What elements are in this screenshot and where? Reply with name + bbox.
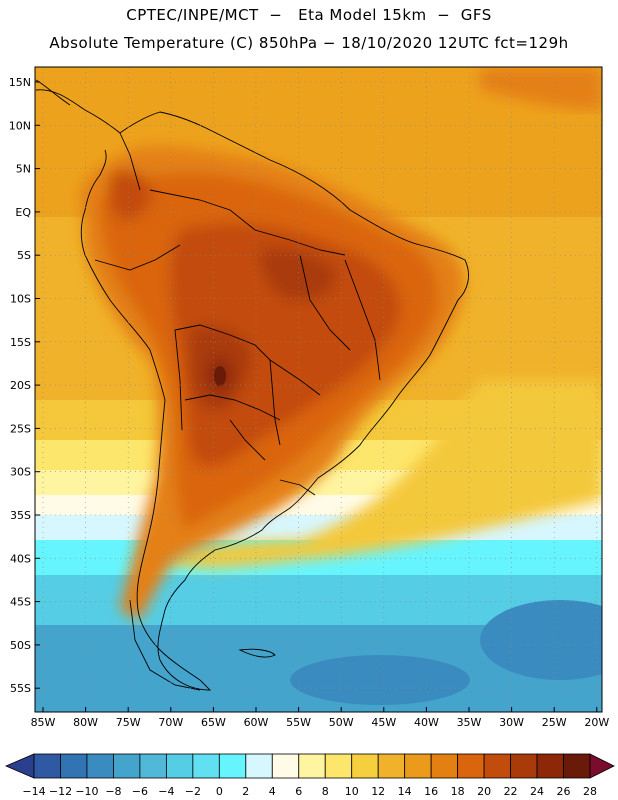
lon-label: 40W — [414, 716, 439, 729]
latitude-labels: 15N 10N 5N EQ 5S 10S 15S 20S 25S 30S 35S 40S 45S 50S 5… — [9, 76, 40, 695]
colorbar-swatch — [139, 753, 167, 779]
colorbar-label: −10 — [75, 785, 98, 798]
lon-label: 70W — [158, 716, 183, 729]
lat-label: 5S — [17, 249, 31, 262]
colorbar-swatch — [113, 753, 141, 779]
lat-label: 5N — [16, 163, 31, 176]
colorbar-label: 10 — [345, 785, 359, 798]
colorbar-swatch — [377, 753, 406, 779]
colorbar-label: −8 — [105, 785, 121, 798]
colorbar-label: 2 — [242, 785, 249, 798]
colorbar-label: 4 — [269, 785, 276, 798]
colorbar-swatch — [33, 753, 61, 779]
lon-label: 65W — [201, 716, 226, 729]
lon-label: 45W — [371, 716, 396, 729]
lat-label: 45S — [10, 596, 31, 609]
map-frame — [34, 66, 603, 713]
colorbar-label: −14 — [22, 785, 45, 798]
colorbar-swatch — [351, 753, 379, 779]
colorbar-label: 8 — [322, 785, 329, 798]
lon-label: 35W — [457, 716, 482, 729]
colorbar-label: −2 — [185, 785, 201, 798]
colorbar-label: 18 — [451, 785, 465, 798]
lat-label: 30S — [10, 466, 31, 479]
colorbar-swatch — [245, 753, 273, 779]
temperature-field — [35, 67, 602, 712]
colorbar-label: 22 — [504, 785, 518, 798]
lat-label: 50S — [10, 639, 31, 652]
colorbar-swatch — [192, 753, 220, 779]
colorbar-label: −12 — [49, 785, 72, 798]
title-line-2: Absolute Temperature (C) 850hPa − 18/10/… — [49, 34, 569, 52]
lat-label: 15N — [9, 76, 31, 89]
colorbar-swatch — [271, 753, 300, 779]
lat-label: 10S — [10, 293, 31, 306]
colorbar-swatch — [324, 753, 353, 779]
lat-label: 40S — [10, 552, 31, 565]
colorbar-swatch — [298, 753, 326, 779]
lat-label: 35S — [10, 509, 31, 522]
colorbar-label: −6 — [132, 785, 148, 798]
lon-label: 30W — [499, 716, 524, 729]
colorbar-arrow-low — [4, 753, 35, 779]
colorbar-label: 24 — [530, 785, 544, 798]
title-line-1: CPTEC/INPE/MCT − Eta Model 15km − GFS — [126, 6, 492, 24]
lat-label: 15S — [10, 336, 31, 349]
coastlines — [35, 79, 469, 691]
lat-label: 55S — [10, 682, 31, 695]
lon-label: 25W — [542, 716, 567, 729]
colorbar-swatch — [218, 753, 247, 779]
lat-label: 10N — [9, 119, 31, 132]
lon-label: 75W — [116, 716, 141, 729]
lon-label: 80W — [73, 716, 98, 729]
colorbar-label: −4 — [158, 785, 174, 798]
colorbar-label: 0 — [216, 785, 223, 798]
colorbar-label: 20 — [477, 785, 491, 798]
lon-label: 20W — [584, 716, 609, 729]
colorbar-label: 28 — [583, 785, 597, 798]
colorbar-swatch — [60, 753, 88, 779]
lon-label: 85W — [31, 716, 56, 729]
colorbar-swatch — [430, 753, 459, 779]
colorbar-swatch — [563, 753, 591, 779]
colorbar-swatch — [404, 753, 432, 779]
lon-label: 60W — [244, 716, 269, 729]
colorbar-swatch — [86, 753, 114, 779]
colorbar-swatch — [536, 753, 564, 779]
colorbar-swatch — [483, 753, 511, 779]
colorbar-label: 12 — [371, 785, 385, 798]
colorbar-label: 26 — [557, 785, 571, 798]
lat-label: 25S — [10, 422, 31, 435]
colorbar-label: 14 — [398, 785, 412, 798]
colorbar-swatch — [510, 753, 538, 779]
colorbar: −14 −12 −10 −8 −6 −4 −2 0 2 4 6 8 10 12 14 16 18 20 22 24 26… — [4, 753, 615, 798]
lon-label: 55W — [286, 716, 311, 729]
colorbar-arrow-high — [589, 753, 615, 779]
lat-label: 20S — [10, 379, 31, 392]
colorbar-swatch — [165, 753, 194, 779]
lon-label: 50W — [329, 716, 354, 729]
colorbar-label: 16 — [424, 785, 438, 798]
colorbar-swatch — [457, 753, 485, 779]
colorbar-label: 6 — [295, 785, 302, 798]
lat-label: EQ — [15, 206, 31, 219]
longitude-labels: 85W 80W 75W 70W 65W 60W 55W 50W 45W 40W 35W 30W 25W 2… — [31, 707, 609, 729]
